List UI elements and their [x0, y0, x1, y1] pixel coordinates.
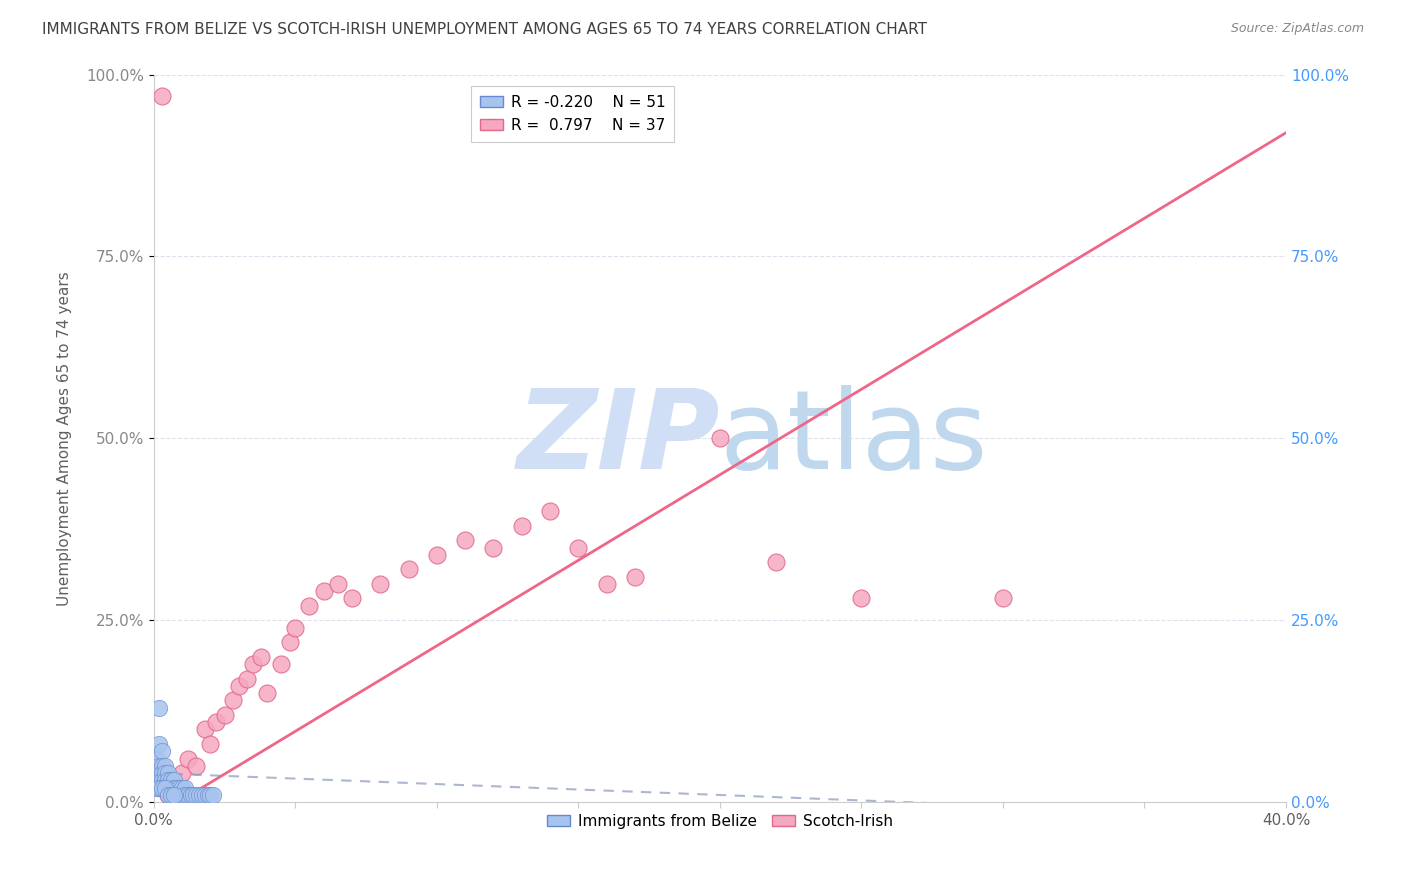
- Point: [222, 693, 245, 707]
- Point: [250, 649, 273, 664]
- Point: [197, 788, 219, 802]
- Point: [162, 773, 184, 788]
- Point: [150, 766, 173, 780]
- Point: [165, 788, 187, 802]
- Point: [145, 751, 167, 765]
- Point: [567, 541, 589, 555]
- Point: [148, 737, 170, 751]
- Point: [326, 577, 349, 591]
- Point: [188, 788, 211, 802]
- Point: [256, 686, 278, 700]
- Point: [165, 780, 187, 795]
- Point: [148, 759, 170, 773]
- Point: [194, 723, 217, 737]
- Point: [851, 591, 873, 606]
- Point: [180, 788, 202, 802]
- Point: [242, 657, 264, 671]
- Point: [145, 766, 167, 780]
- Point: [278, 635, 301, 649]
- Point: [153, 759, 176, 773]
- Point: [709, 431, 731, 445]
- Point: [368, 577, 391, 591]
- Point: [159, 780, 181, 795]
- Text: Source: ZipAtlas.com: Source: ZipAtlas.com: [1230, 22, 1364, 36]
- Point: [595, 577, 617, 591]
- Text: ZIP: ZIP: [516, 384, 720, 491]
- Point: [205, 715, 228, 730]
- Point: [148, 780, 170, 795]
- Point: [284, 621, 307, 635]
- Point: [156, 766, 179, 780]
- Point: [156, 788, 179, 802]
- Point: [167, 780, 190, 795]
- Point: [510, 518, 533, 533]
- Text: atlas: atlas: [720, 384, 988, 491]
- Point: [145, 773, 167, 788]
- Point: [159, 788, 181, 802]
- Point: [150, 759, 173, 773]
- Point: [236, 672, 259, 686]
- Y-axis label: Unemployment Among Ages 65 to 74 years: Unemployment Among Ages 65 to 74 years: [58, 271, 72, 606]
- Point: [174, 780, 197, 795]
- Point: [150, 780, 173, 795]
- Point: [298, 599, 321, 613]
- Point: [156, 780, 179, 795]
- Point: [172, 788, 194, 802]
- Point: [482, 541, 505, 555]
- Point: [148, 700, 170, 714]
- Point: [186, 759, 208, 773]
- Point: [153, 780, 176, 795]
- Point: [172, 766, 194, 780]
- Point: [186, 788, 208, 802]
- Text: IMMIGRANTS FROM BELIZE VS SCOTCH-IRISH UNEMPLOYMENT AMONG AGES 65 TO 74 YEARS CO: IMMIGRANTS FROM BELIZE VS SCOTCH-IRISH U…: [42, 22, 927, 37]
- Point: [765, 555, 787, 569]
- Point: [150, 773, 173, 788]
- Point: [183, 788, 205, 802]
- Point: [340, 591, 363, 606]
- Point: [172, 780, 194, 795]
- Legend: Immigrants from Belize, Scotch-Irish: Immigrants from Belize, Scotch-Irish: [541, 807, 898, 835]
- Point: [200, 737, 222, 751]
- Point: [162, 780, 184, 795]
- Point: [165, 780, 187, 795]
- Point: [148, 780, 170, 795]
- Point: [162, 788, 184, 802]
- Point: [162, 788, 184, 802]
- Point: [624, 569, 647, 583]
- Point: [228, 679, 250, 693]
- Point: [156, 773, 179, 788]
- Point: [200, 788, 222, 802]
- Point: [191, 788, 214, 802]
- Point: [202, 788, 225, 802]
- Point: [148, 773, 170, 788]
- Point: [991, 591, 1014, 606]
- Point: [153, 780, 176, 795]
- Point: [398, 562, 420, 576]
- Point: [167, 788, 190, 802]
- Point: [270, 657, 292, 671]
- Point: [312, 584, 335, 599]
- Point: [156, 788, 179, 802]
- Point: [153, 773, 176, 788]
- Point: [174, 788, 197, 802]
- Point: [177, 788, 200, 802]
- Point: [538, 504, 561, 518]
- Point: [194, 788, 217, 802]
- Point: [159, 773, 181, 788]
- Point: [153, 766, 176, 780]
- Point: [426, 548, 449, 562]
- Point: [214, 707, 236, 722]
- Point: [454, 533, 477, 548]
- Point: [150, 744, 173, 758]
- Point: [150, 780, 173, 795]
- Point: [150, 89, 173, 103]
- Point: [159, 788, 181, 802]
- Point: [177, 751, 200, 765]
- Point: [145, 780, 167, 795]
